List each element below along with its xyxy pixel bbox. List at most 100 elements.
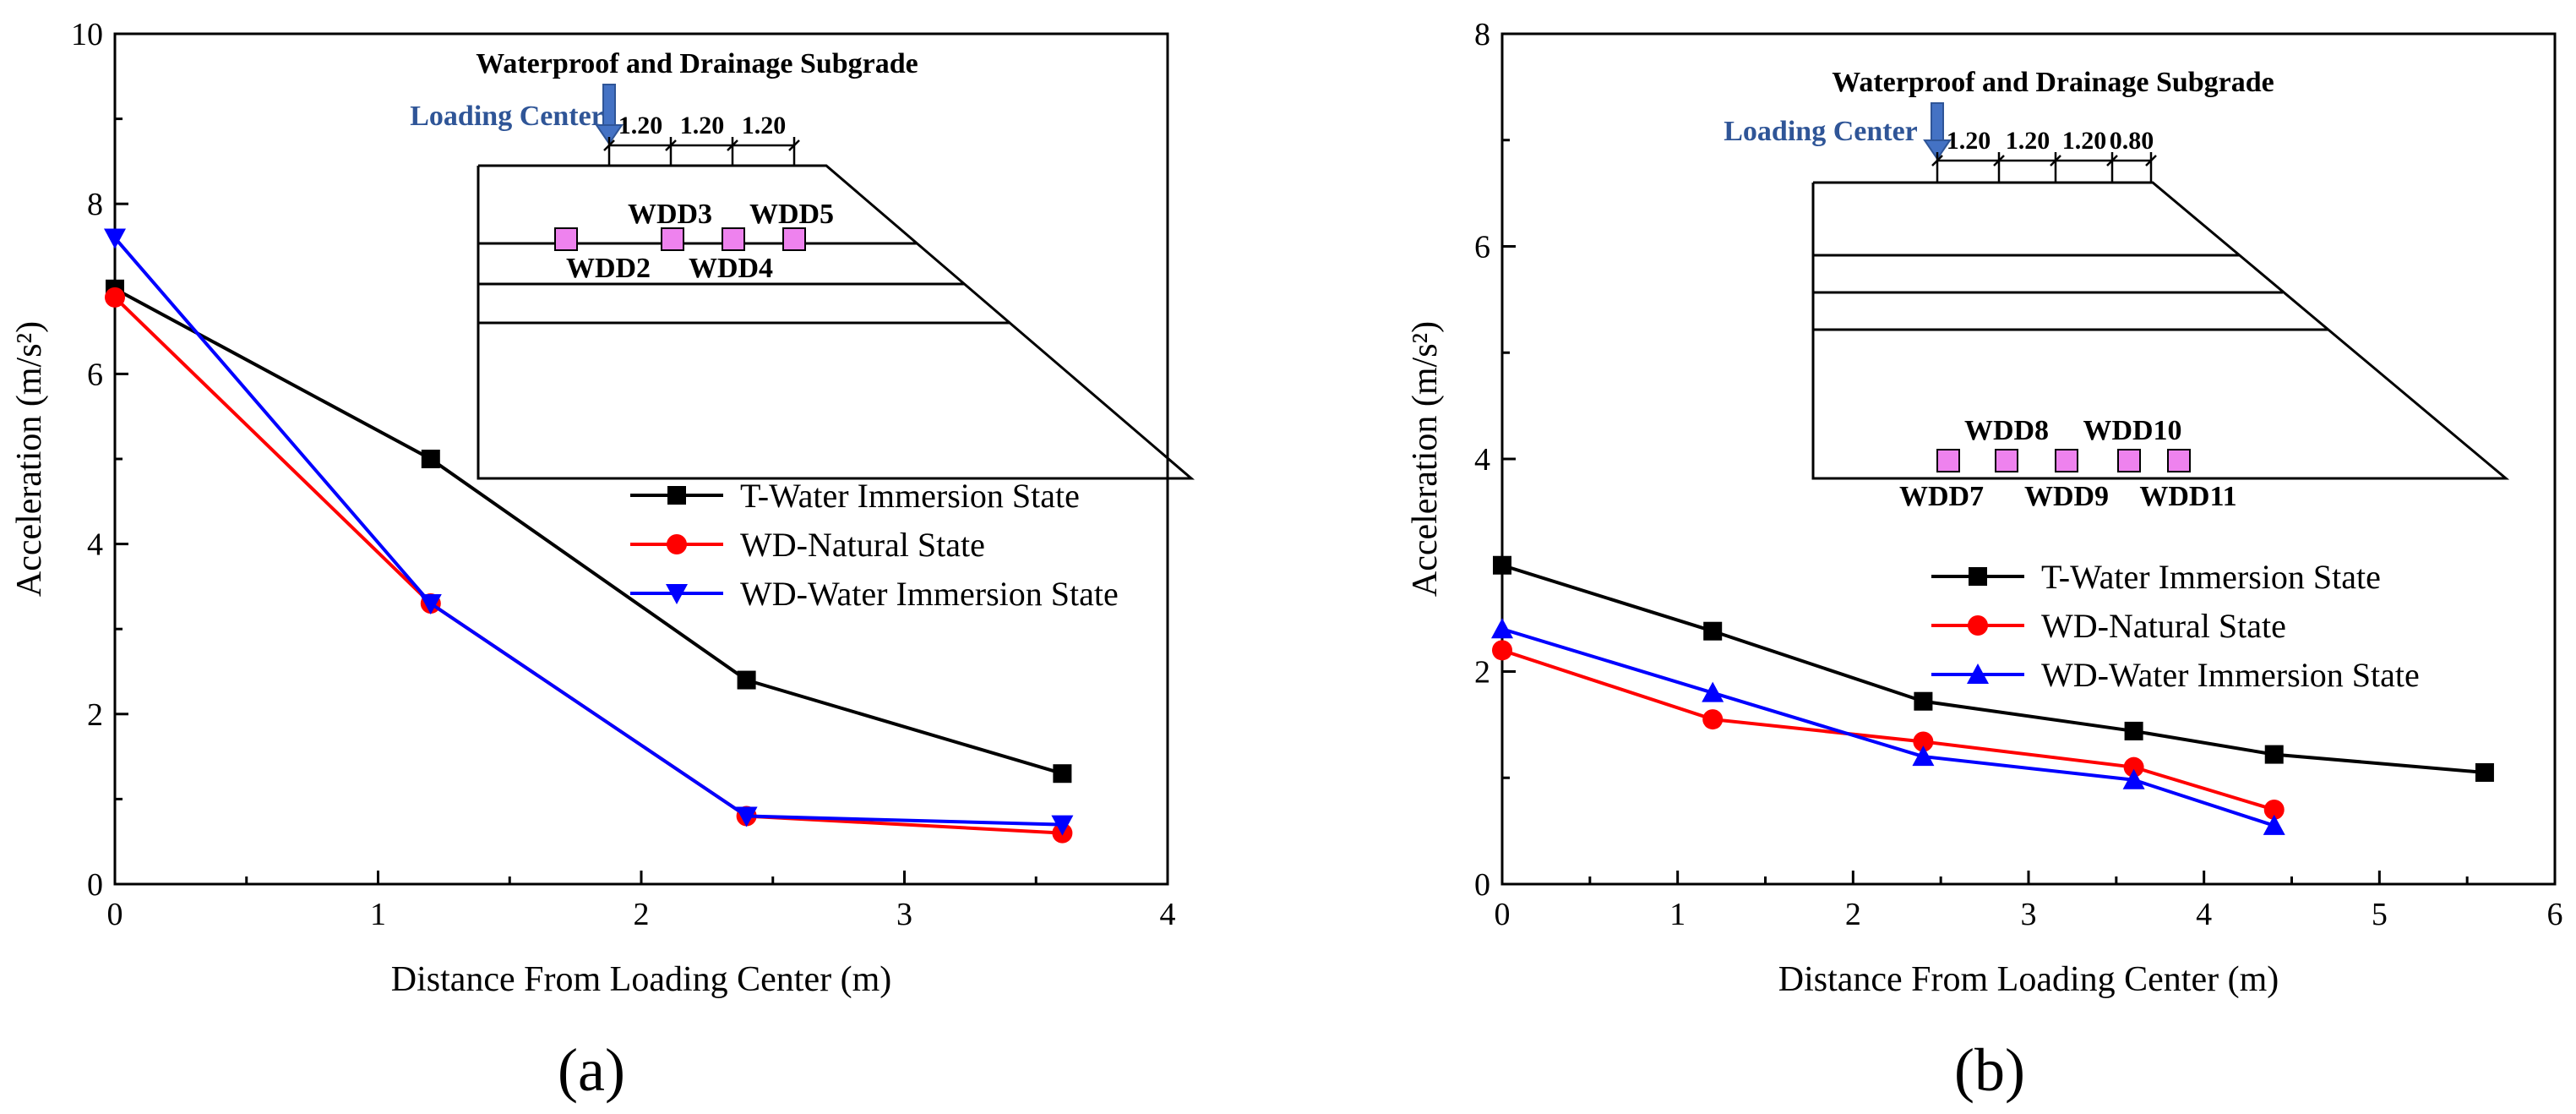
y-tick-label: 4 <box>1474 442 1490 478</box>
data-point-wd-water-immersion-state <box>1702 681 1724 702</box>
gauge-label-wdd8: WDD8 <box>1964 415 2049 446</box>
x-tick-label: 2 <box>1845 897 1861 932</box>
x-tick-label: 1 <box>370 897 386 932</box>
data-point-t-water-immersion-state <box>1053 764 1072 784</box>
gauge-label-wdd7: WDD7 <box>1899 481 1984 512</box>
series-line-wd-water-immersion-state <box>113 237 1063 827</box>
data-point-t-water-immersion-state <box>421 450 440 468</box>
legend-marker-wd-natural-state <box>1968 615 1988 636</box>
loading-center-label-b: Loading Center <box>1724 116 1918 147</box>
legend-label-t-water-immersion-state: T-Water Immersion State <box>2041 558 2381 596</box>
legend-marker-wd-water-immersion-state <box>666 584 688 604</box>
data-point-t-water-immersion-state <box>2475 762 2494 782</box>
legend-label-wd-natural-state: WD-Natural State <box>2041 607 2286 645</box>
gauge-marker-wdd2 <box>554 227 578 251</box>
panel-label-b: (b) <box>1954 1036 2025 1104</box>
legend-marker-t-water-immersion-state <box>1969 567 1987 586</box>
y-tick-label: 4 <box>87 527 103 563</box>
y-tick-label: 6 <box>87 357 103 392</box>
spacing-label-a-2: 1.20 <box>680 112 725 139</box>
y-tick-label: 2 <box>87 697 103 733</box>
data-point-wd-natural-state <box>1702 709 1724 730</box>
spacing-label-b-2: 1.20 <box>2006 127 2050 155</box>
gauge-label-wdd10: WDD10 <box>2083 415 2181 446</box>
spacing-label-a-3: 1.20 <box>742 112 787 139</box>
data-point-wd-natural-state <box>105 287 125 308</box>
series-line-wd-natural-state <box>113 296 1063 835</box>
gauge-marker-wdd10 <box>2117 449 2141 472</box>
dimension-line-a <box>603 137 800 166</box>
legend-label-wd-natural-state: WD-Natural State <box>740 526 985 564</box>
data-point-wd-water-immersion-state <box>104 228 126 249</box>
gauge-label-wdd2: WDD2 <box>566 253 651 284</box>
legend-label-t-water-immersion-state: T-Water Immersion State <box>740 477 1080 515</box>
legend-label-wd-water-immersion-state: WD-Water Immersion State <box>2041 656 2420 694</box>
axes-a: 0 1 2 3 4 0 2 4 6 8 10 <box>71 17 1176 932</box>
data-point-wd-natural-state <box>1492 640 1512 661</box>
legend-label-wd-water-immersion-state: WD-Water Immersion State <box>740 575 1119 613</box>
inset-schematic-a: Waterproof and Drainage Subgrade Loading… <box>410 48 1195 480</box>
data-point-wd-water-immersion-state <box>735 806 758 827</box>
y-axis-title-b: Acceleration (m/s²) <box>1406 321 1445 597</box>
y-tick-label: 10 <box>71 17 103 52</box>
gauge-label-wdd4: WDD4 <box>689 253 773 284</box>
spacing-label-b-1: 1.20 <box>1947 127 1991 155</box>
subgrade-outline-a <box>477 164 1195 480</box>
spacing-label-a-1: 1.20 <box>618 112 663 139</box>
y-tick-label: 2 <box>1474 655 1490 691</box>
data-point-wd-water-immersion-state <box>1912 745 1935 767</box>
data-point-wd-water-immersion-state <box>419 594 442 615</box>
gauge-label-wdd5: WDD5 <box>749 199 834 230</box>
x-tick-label: 5 <box>2372 897 2388 932</box>
data-point-t-water-immersion-state <box>1914 691 1933 711</box>
data-point-wd-water-immersion-state <box>1051 815 1074 836</box>
data-point-t-water-immersion-state <box>2264 745 2284 764</box>
legend-marker-t-water-immersion-state <box>667 486 686 505</box>
spacing-label-b-3: 1.20 <box>2062 127 2107 155</box>
x-tick-label: 0 <box>107 897 123 932</box>
loading-arrow-icon <box>595 84 624 145</box>
gauge-label-wdd9: WDD9 <box>2024 481 2109 512</box>
legend-marker-wd-natural-state <box>667 534 687 554</box>
series-layer-b <box>1491 555 2494 835</box>
data-point-t-water-immersion-state <box>2124 721 2143 740</box>
data-point-wd-natural-state <box>2123 756 2144 778</box>
legend-b: T-Water Immersion State WD-Natural State W… <box>1931 558 2420 694</box>
chart-panel-b: 0 1 2 3 4 5 6 0 2 4 6 8 Distance From Loading Cente… <box>1406 17 2563 1104</box>
gauge-label-wdd3: WDD3 <box>628 199 712 230</box>
gauge-marker-wdd5 <box>782 227 806 251</box>
data-point-wd-water-immersion-state <box>2263 814 2285 835</box>
loading-arrow-icon <box>1923 102 1952 161</box>
x-tick-label: 4 <box>2196 897 2212 932</box>
x-axis-title-a: Distance From Loading Center (m) <box>391 960 892 999</box>
data-point-t-water-immersion-state <box>1493 555 1511 575</box>
series-layer-a <box>104 228 1074 844</box>
x-tick-label: 0 <box>1495 897 1511 932</box>
loading-center-label-a: Loading Center <box>410 101 604 132</box>
dimension-line-b <box>1931 152 2157 183</box>
axes-b: 0 1 2 3 4 5 6 0 2 4 6 8 <box>1474 17 2563 932</box>
gauge-marker-wdd11 <box>2167 449 2191 472</box>
data-point-wd-water-immersion-state <box>2122 768 2145 789</box>
y-tick-label: 6 <box>1474 230 1490 265</box>
gauge-label-wdd11: WDD11 <box>2139 481 2236 512</box>
x-axis-title-b: Distance From Loading Center (m) <box>1778 960 2279 999</box>
spacing-label-b-4: 0.80 <box>2110 127 2154 155</box>
x-tick-label: 3 <box>2021 897 2037 932</box>
y-tick-label: 0 <box>87 867 103 903</box>
inset-schematic-b: Waterproof and Drainage Subgrade Loading… <box>1724 67 2510 512</box>
series-line-t-water-immersion-state <box>1501 563 2486 774</box>
y-tick-label: 8 <box>1474 17 1490 52</box>
gauge-marker-wdd7 <box>1936 449 1960 472</box>
subgrade-outline-b <box>1811 181 2510 480</box>
inset-title-b: Waterproof and Drainage Subgrade <box>1832 67 2274 98</box>
data-point-wd-water-immersion-state <box>1491 618 1513 639</box>
gauge-marker-wdd8 <box>1995 449 2018 472</box>
gauge-marker-wdd3 <box>661 227 684 251</box>
x-tick-label: 2 <box>634 897 650 932</box>
inset-title-a: Waterproof and Drainage Subgrade <box>476 48 918 79</box>
panel-label-a: (a) <box>558 1036 625 1104</box>
x-tick-label: 3 <box>896 897 912 932</box>
y-axis-title-a: Acceleration (m/s²) <box>10 321 49 597</box>
